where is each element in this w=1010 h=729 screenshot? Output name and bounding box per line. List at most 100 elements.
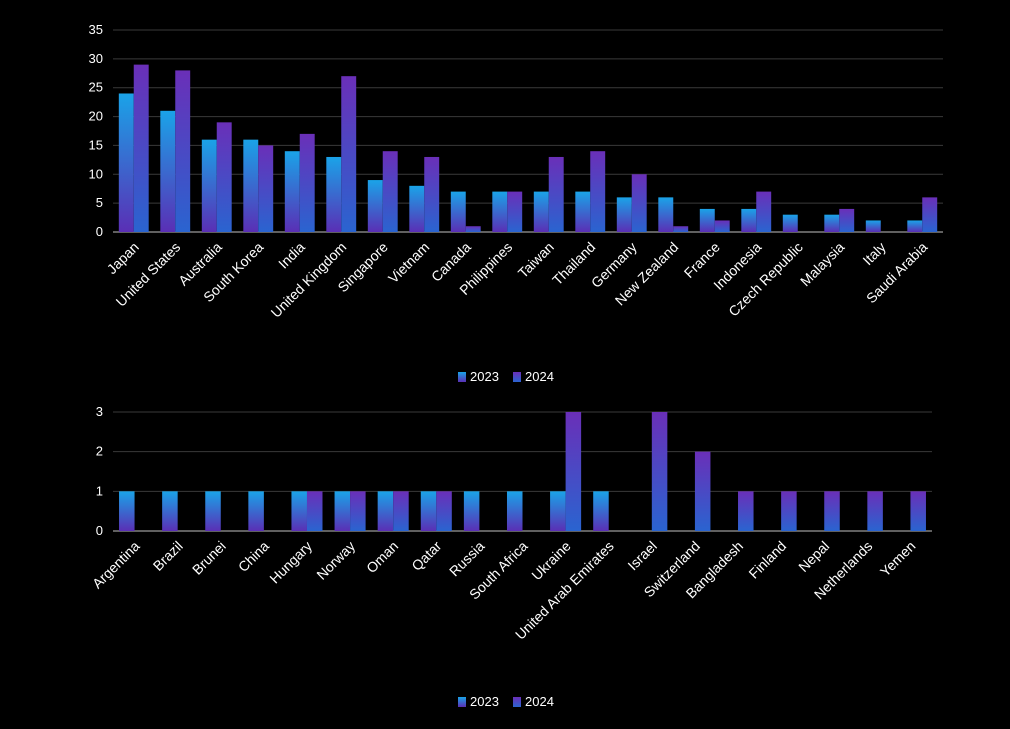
x-tick-label: Hungary	[266, 538, 315, 587]
bar-2023	[616, 197, 632, 232]
x-tick-label: Brazil	[150, 538, 186, 574]
bar-2024	[299, 133, 315, 232]
y-tick-label: 5	[96, 195, 103, 210]
x-tick-label: Norway	[313, 538, 358, 583]
bar-2024	[910, 491, 926, 531]
bar-2024	[673, 226, 689, 232]
bar-2024	[507, 191, 523, 232]
bar-2024	[133, 64, 149, 232]
bar-2024	[350, 491, 366, 531]
bar-2024	[631, 174, 647, 232]
bar-2023	[506, 491, 523, 531]
bar-2023	[533, 191, 549, 232]
y-tick-label: 10	[89, 166, 103, 181]
bar-2023	[492, 191, 508, 232]
bar-2024	[548, 156, 564, 232]
y-tick-label: 15	[89, 137, 103, 152]
bar-2024	[382, 151, 398, 232]
legend-label: 2023	[470, 369, 499, 384]
bar-2023	[119, 491, 135, 531]
bar-2023	[550, 491, 566, 531]
bar-2024	[714, 220, 730, 232]
bar-2024	[465, 226, 481, 232]
y-tick-label: 0	[96, 224, 103, 239]
y-tick-label: 20	[89, 109, 103, 124]
bar-2024	[590, 151, 606, 232]
x-tick-label: Nepal	[795, 538, 832, 575]
x-tick-label: Italy	[859, 239, 888, 268]
legend-label: 2023	[470, 694, 499, 709]
bar-2024	[565, 412, 582, 531]
bar-2024	[341, 76, 357, 233]
bar-2023	[824, 214, 840, 232]
y-tick-label: 35	[89, 22, 103, 37]
bar-2023	[367, 180, 383, 232]
y-tick-label: 3	[96, 404, 103, 419]
y-tick-label: 30	[89, 51, 103, 66]
bar-2024	[694, 451, 711, 531]
y-tick-label: 1	[96, 483, 103, 498]
bar-2023	[284, 151, 300, 232]
x-tick-label: Japan	[104, 239, 142, 277]
bar-2023	[334, 491, 351, 531]
bar-2023	[463, 491, 480, 531]
bar-2024	[216, 122, 232, 232]
x-tick-label: Oman	[363, 538, 401, 576]
bar-2023	[907, 220, 923, 232]
legend-swatch	[458, 697, 466, 707]
bar-2023	[865, 220, 881, 232]
x-tick-label: Russia	[446, 538, 488, 580]
y-tick-label: 25	[89, 80, 103, 95]
bar-2023	[377, 491, 394, 531]
y-tick-label: 2	[96, 444, 103, 459]
legend-swatch	[513, 372, 521, 382]
bar-2023	[575, 191, 591, 232]
bar-2024	[839, 208, 855, 232]
bar-2023	[450, 191, 466, 232]
bar-2023	[782, 214, 798, 232]
x-tick-label: Argentina	[89, 538, 143, 592]
legend-swatch	[458, 372, 466, 382]
bar-2024	[922, 197, 938, 232]
bar-2024	[756, 191, 772, 232]
bar-2024	[258, 145, 274, 232]
bar-2023	[699, 208, 715, 232]
bar-2024	[781, 491, 797, 531]
x-tick-label: Czech Republic	[725, 239, 806, 320]
x-tick-label: Malaysia	[797, 239, 848, 290]
bar-2024	[867, 491, 883, 531]
bar-2023	[741, 208, 757, 232]
bar-2023	[243, 139, 259, 232]
chart-bottom: 0 1 2 3 Argentina Brazil Brunei ChinaHungaryNor…	[89, 404, 932, 709]
legend: 2023 2024	[458, 369, 554, 384]
bar-2023	[118, 93, 134, 232]
x-tick-label: Israel	[624, 538, 660, 574]
bar-2024	[175, 70, 191, 233]
bar-2024	[424, 156, 440, 232]
bar-2024	[306, 491, 323, 531]
legend-swatch	[513, 697, 521, 707]
x-tick-label: India	[275, 239, 308, 272]
bar-2024	[393, 491, 409, 531]
x-tick-label: Yemen	[877, 538, 919, 580]
bar-2024	[824, 491, 840, 531]
bar-2024	[651, 412, 668, 531]
legend-label: 2024	[525, 369, 554, 384]
bar-2023	[420, 491, 437, 531]
bar-2023	[248, 491, 264, 531]
x-tick-label: United Kingdom	[268, 239, 350, 321]
x-tick-label: Finland	[745, 538, 789, 582]
bar-2023	[326, 156, 342, 232]
x-tick-label: Brunei	[189, 538, 229, 578]
bar-2023	[162, 491, 178, 531]
y-tick-label: 0	[96, 523, 103, 538]
x-tick-label: China	[235, 538, 272, 575]
legend: 2023 2024	[458, 694, 554, 709]
bar-2023	[160, 110, 176, 232]
bar-2023	[291, 491, 307, 531]
x-tick-label: Qatar	[408, 538, 444, 574]
x-tick-label: Vietnam	[385, 239, 432, 286]
bar-2023	[409, 185, 425, 232]
bar-2023	[658, 197, 674, 232]
